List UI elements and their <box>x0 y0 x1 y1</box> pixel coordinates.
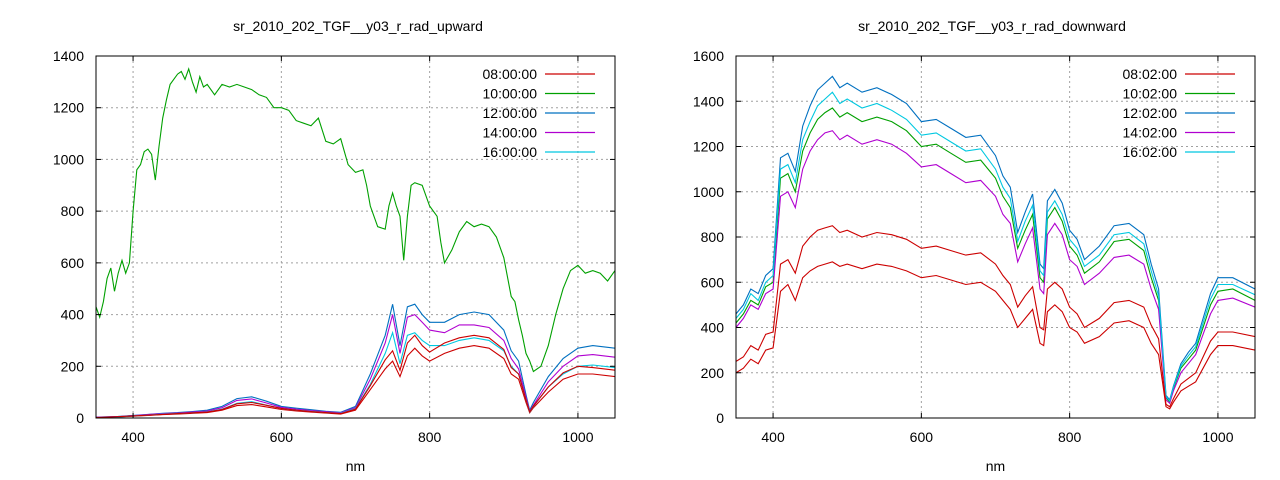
x-tick-label: 1000 <box>1202 429 1233 445</box>
series-group <box>736 75 1255 410</box>
y-tick-label: 800 <box>61 203 85 219</box>
plot-frame <box>95 55 616 419</box>
chart-upward: sr_2010_202_TGF__y03_r_rad_upward 400 600 8… <box>53 18 616 474</box>
legend-label: 14:02:00 <box>1123 125 1178 141</box>
chart-title: sr_2010_202_TGF__y03_r_rad_downward <box>858 18 1126 34</box>
x-tick-label: 400 <box>121 429 145 445</box>
series-line <box>736 91 1255 403</box>
x-axis-label: nm <box>346 458 365 474</box>
x-tick-label: 800 <box>418 429 442 445</box>
series-group <box>96 67 615 418</box>
series-line <box>96 334 615 418</box>
chart-title: sr_2010_202_TGF__y03_r_rad_upward <box>233 18 483 34</box>
y-tick-label: 0 <box>76 410 84 426</box>
legend-label: 08:02:00 <box>1123 66 1178 82</box>
y-tick-label: 1200 <box>693 139 724 155</box>
legend-label: 12:02:00 <box>1123 105 1178 121</box>
y-tick-label: 600 <box>701 274 725 290</box>
y-tick-label: 0 <box>716 410 724 426</box>
legend-label: 08:00:00 <box>483 66 538 82</box>
y-tick-label: 600 <box>61 255 85 271</box>
x-tick-label: 600 <box>270 429 294 445</box>
y-tick-label: 200 <box>701 365 725 381</box>
legend-label: 16:02:00 <box>1123 144 1178 160</box>
series-line <box>736 225 1255 408</box>
series-line <box>736 130 1255 405</box>
legend-label: 16:00:00 <box>483 144 538 160</box>
series-line <box>96 67 615 373</box>
x-tick-label: 1000 <box>562 429 593 445</box>
legend-label: 10:00:00 <box>483 86 538 102</box>
y-tick-label: 1000 <box>53 151 84 167</box>
x-tick-label: 400 <box>761 429 785 445</box>
y-tick-label: 1600 <box>693 48 724 64</box>
series-line <box>736 261 1255 410</box>
series-line <box>736 75 1255 402</box>
series-line <box>736 107 1255 404</box>
x-axis-label: nm <box>986 458 1005 474</box>
x-tick-label: 600 <box>910 429 934 445</box>
y-tick-label: 200 <box>61 358 85 374</box>
legend-label: 12:00:00 <box>483 105 538 121</box>
x-tick-label: 800 <box>1058 429 1082 445</box>
y-tick-label: 1400 <box>53 48 84 64</box>
legend-label: 14:00:00 <box>483 125 538 141</box>
y-tick-label: 1000 <box>693 184 724 200</box>
y-tick-label: 1200 <box>53 100 84 116</box>
y-tick-label: 400 <box>701 320 725 336</box>
chart-downward: sr_2010_202_TGF__y03_r_rad_downward 400 60… <box>693 18 1256 474</box>
series-line <box>96 313 615 418</box>
y-tick-label: 800 <box>701 229 725 245</box>
y-tick-label: 1400 <box>693 93 724 109</box>
legend-label: 10:02:00 <box>1123 86 1178 102</box>
y-tick-label: 400 <box>61 307 85 323</box>
series-line <box>96 330 615 418</box>
